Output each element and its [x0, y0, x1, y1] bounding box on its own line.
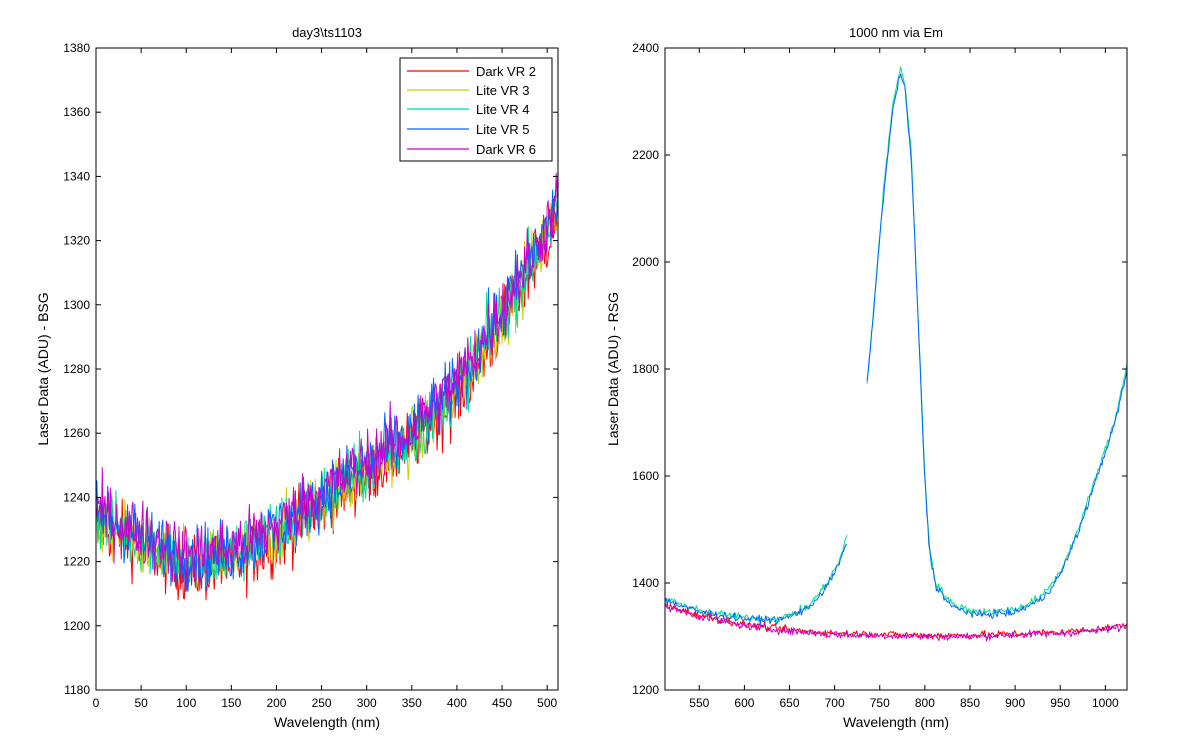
- y-tick-label: 1200: [632, 683, 659, 697]
- right-x-axis-label: Wavelength (nm): [843, 714, 949, 730]
- x-tick-label: 50: [134, 696, 148, 710]
- x-tick-label: 250: [312, 696, 332, 710]
- left-series-group: [95, 171, 559, 601]
- x-tick-label: 350: [402, 696, 422, 710]
- right-series-line-2-part-1: [664, 543, 848, 626]
- x-tick-label: 900: [1005, 696, 1025, 710]
- right-series-line-4: [664, 602, 1127, 642]
- x-tick-label: 400: [447, 696, 467, 710]
- x-tick-label: 150: [221, 696, 241, 710]
- legend-item-3: Lite VR 4: [407, 102, 529, 117]
- right-series-line-3: [664, 602, 1127, 640]
- left-series-line-5: [95, 171, 559, 591]
- y-tick-label: 1400: [632, 576, 659, 590]
- legend-item-5: Dark VR 6: [407, 142, 536, 157]
- right-chart: 550 600 650 700 750 800 850 900 950 1000 1200 1400 1…: [605, 25, 1128, 730]
- legend-label-5: Dark VR 6: [476, 142, 536, 157]
- x-tick-label: 100: [176, 696, 196, 710]
- right-series-group: [664, 66, 1128, 642]
- y-tick-label: 1800: [632, 362, 659, 376]
- legend-label-3: Lite VR 4: [476, 102, 529, 117]
- x-tick-label: 950: [1050, 696, 1070, 710]
- y-tick-label: 2200: [632, 148, 659, 162]
- right-plot-area: [665, 48, 1127, 690]
- left-x-axis-label: Wavelength (nm): [274, 714, 380, 730]
- x-tick-label: 750: [870, 696, 890, 710]
- y-tick-label: 1180: [64, 683, 90, 697]
- legend-item-1: Dark VR 2: [407, 64, 536, 79]
- legend-label-2: Lite VR 3: [476, 83, 529, 98]
- y-tick-label: 1200: [63, 619, 90, 633]
- legend-item-4: Lite VR 5: [407, 122, 529, 137]
- legend-label-4: Lite VR 5: [476, 122, 529, 137]
- left-ticks: 0 50 100 150 200 250 300 350 400 450 500 1180 1200 12…: [63, 41, 558, 710]
- x-tick-label: 500: [537, 696, 557, 710]
- right-y-axis-label: Laser Data (ADU) - RSG: [605, 292, 621, 446]
- y-tick-label: 1340: [63, 169, 90, 183]
- legend-label-1: Dark VR 2: [476, 64, 536, 79]
- x-tick-label: 800: [915, 696, 935, 710]
- x-tick-label: 0: [93, 696, 100, 710]
- right-ticks: 550 600 650 700 750 800 850 900 950 1000 1200 1400 1…: [632, 41, 1127, 710]
- y-tick-label: 1600: [632, 469, 659, 483]
- x-tick-label: 650: [780, 696, 800, 710]
- y-tick-label: 2000: [632, 255, 659, 269]
- x-tick-label: 200: [266, 696, 286, 710]
- y-tick-label: 1360: [63, 105, 90, 119]
- right-series-line-1-part-1: [664, 535, 848, 623]
- x-tick-label: 550: [689, 696, 709, 710]
- y-tick-label: 2400: [632, 41, 659, 55]
- right-chart-title: 1000 nm via Em: [849, 25, 943, 40]
- y-tick-label: 1320: [63, 234, 90, 248]
- legend-item-2: Lite VR 3: [407, 83, 529, 98]
- x-tick-label: 300: [357, 696, 377, 710]
- left-y-axis-label: Laser Data (ADU) - BSG: [35, 292, 51, 445]
- x-tick-label: 700: [825, 696, 845, 710]
- y-tick-label: 1220: [63, 555, 90, 569]
- legend: Dark VR 2 Lite VR 3 Lite VR 4 Lite VR 5 …: [399, 57, 553, 162]
- y-tick-label: 1260: [63, 426, 90, 440]
- x-tick-label: 1000: [1092, 696, 1119, 710]
- left-chart: 0 50 100 150 200 250 300 350 400 450 500 1180 1200 12…: [35, 25, 559, 730]
- left-chart-title: day3\ts1103: [292, 25, 362, 40]
- x-tick-label: 450: [492, 696, 512, 710]
- right-series-line-2-part-2: [866, 73, 1128, 619]
- y-tick-label: 1240: [63, 490, 90, 504]
- x-tick-label: 600: [734, 696, 754, 710]
- right-series-line-1-part-2: [866, 66, 1128, 616]
- y-tick-label: 1300: [63, 298, 90, 312]
- x-tick-label: 850: [960, 696, 980, 710]
- y-tick-label: 1380: [63, 41, 90, 55]
- y-tick-label: 1280: [63, 362, 90, 376]
